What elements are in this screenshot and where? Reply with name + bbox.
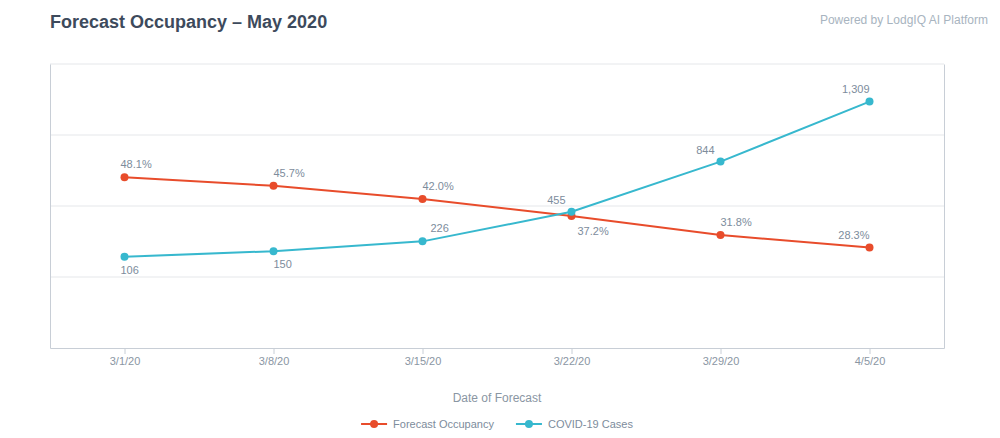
- data-label: 48.1%: [121, 158, 152, 170]
- point: [270, 182, 278, 190]
- legend-label: COVID-19 Cases: [548, 418, 633, 430]
- point: [866, 98, 874, 106]
- x-tick-mark: [423, 348, 424, 354]
- y-axis-line: [50, 65, 51, 349]
- x-tick: 4/5/20: [855, 348, 886, 367]
- title: Forecast Occupancy – May 2020: [50, 12, 327, 32]
- data-label: 150: [274, 258, 292, 270]
- x-tick-label: 3/15/20: [405, 355, 442, 367]
- x-tick-label: 3/29/20: [703, 355, 740, 367]
- x-tick: 3/8/20: [259, 348, 290, 367]
- series-markers: [121, 98, 874, 261]
- chart-container: 3/1/20 3/8/20 3/15/20 3/22/20 3/29/20 4/5/20 4…: [0, 0, 1000, 438]
- grid-line: [50, 135, 944, 136]
- x-tick-mark: [870, 348, 871, 354]
- x-axis: 3/1/20 3/8/20 3/15/20 3/22/20 3/29/20 4/5/20: [51, 348, 945, 367]
- x-tick-mark: [721, 348, 722, 354]
- point: [270, 247, 278, 255]
- point: [419, 195, 427, 203]
- data-labels: 48.1% 45.7% 42.0% 37.2% 31.8% 28.3% 106 150 226 4…: [121, 83, 870, 276]
- marks: [121, 98, 874, 261]
- x-tick: 3/22/20: [554, 348, 591, 367]
- point: [866, 244, 874, 252]
- point: [568, 208, 576, 216]
- legend-swatch-marker: [525, 420, 533, 428]
- y-axis: [50, 65, 51, 349]
- point: [717, 158, 725, 166]
- x-tick-mark: [572, 348, 573, 354]
- data-label: 226: [431, 222, 449, 234]
- x-tick-mark: [125, 348, 126, 354]
- point: [419, 237, 427, 245]
- chart-svg: 3/1/20 3/8/20 3/15/20 3/22/20 3/29/20 4/5/20 4…: [0, 0, 1000, 438]
- x-tick-label: 3/1/20: [110, 355, 141, 367]
- data-label: 45.7%: [274, 167, 305, 179]
- legend-swatch-marker: [370, 420, 378, 428]
- x-axis-line: [51, 348, 945, 349]
- x-tick: 3/1/20: [110, 348, 141, 367]
- data-label: 1,309: [842, 83, 870, 95]
- x-tick-label: 3/8/20: [259, 355, 290, 367]
- grid-line: [50, 64, 944, 65]
- y2-axis-line: [944, 65, 945, 349]
- legend-item: Forecast Occupancy: [361, 418, 494, 430]
- point: [717, 231, 725, 239]
- legend: Forecast Occupancy COVID-19 Cases: [361, 418, 633, 430]
- data-label: 42.0%: [423, 180, 454, 192]
- legend-label: Forecast Occupancy: [393, 418, 494, 430]
- data-label: 844: [696, 144, 714, 156]
- series-line: [125, 102, 870, 257]
- x-tick: 3/15/20: [405, 348, 442, 367]
- data-label: 31.8%: [721, 216, 752, 228]
- subtitle: Powered by LodgIQ AI Platform: [820, 13, 988, 27]
- y2-axis: [944, 65, 945, 349]
- point: [121, 173, 129, 181]
- grid-line: [50, 206, 944, 207]
- series-line: [125, 177, 870, 247]
- grid: [50, 64, 944, 277]
- x-tick: 3/29/20: [703, 348, 740, 367]
- legend-item: COVID-19 Cases: [516, 418, 633, 430]
- x-tick-label: 4/5/20: [855, 355, 886, 367]
- data-label: 37.2%: [578, 225, 609, 237]
- data-label: 106: [121, 264, 139, 276]
- plot-area: 3/1/20 3/8/20 3/15/20 3/22/20 3/29/20 4/5/20 4…: [50, 64, 945, 367]
- series-markers: [121, 173, 874, 251]
- x-axis-title: Date of Forecast: [453, 391, 542, 405]
- x-tick-label: 3/22/20: [554, 355, 591, 367]
- x-tick-mark: [274, 348, 275, 354]
- data-label: 455: [547, 194, 565, 206]
- point: [121, 253, 129, 261]
- data-label: 28.3%: [838, 229, 869, 241]
- grid-line: [50, 277, 944, 278]
